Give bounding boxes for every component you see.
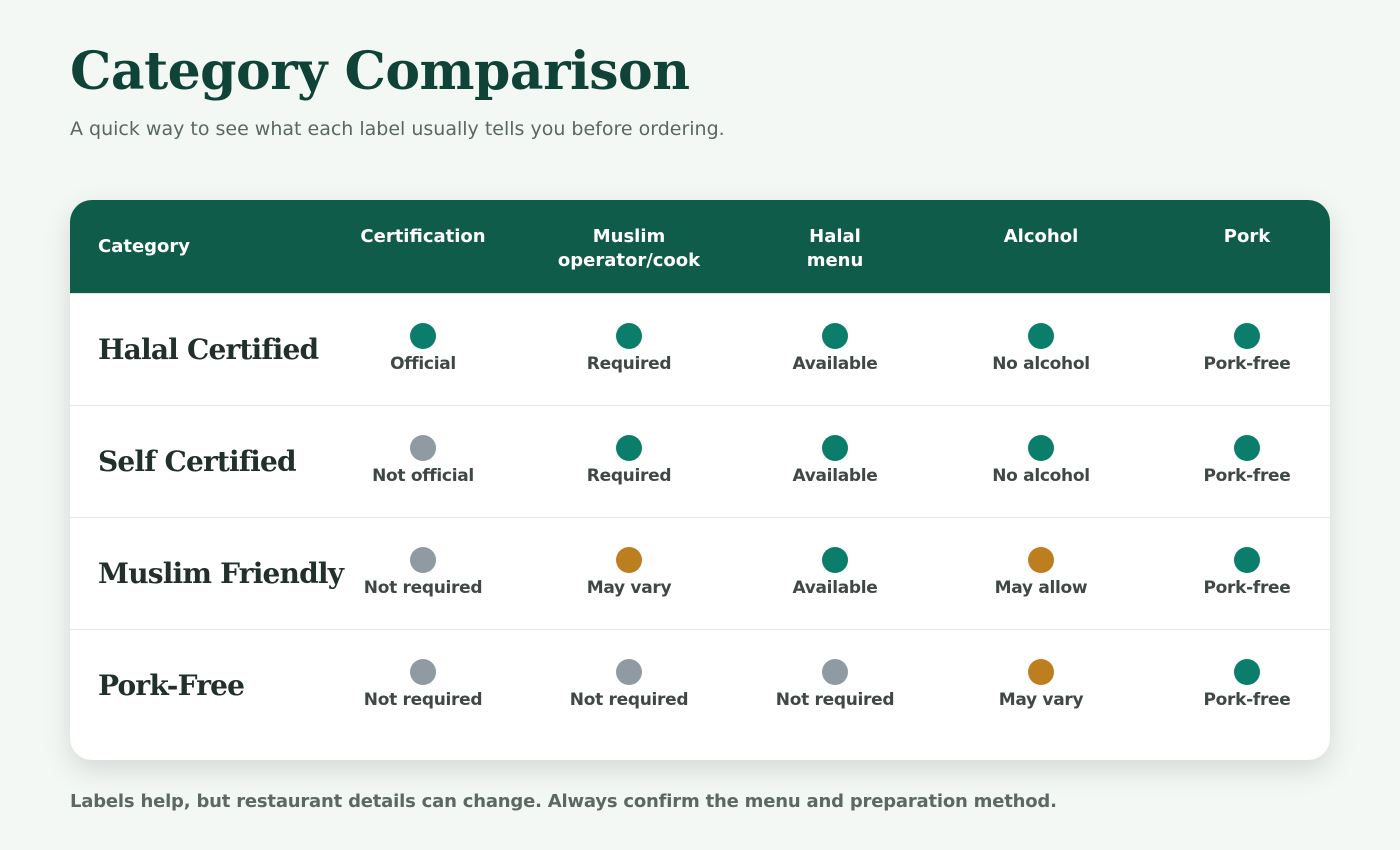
cell-value: No alcohol xyxy=(992,354,1090,374)
status-positive-dot-icon xyxy=(822,323,848,349)
status-caution-dot-icon xyxy=(1028,659,1054,685)
footer-note: Labels help, but restaurant details can … xyxy=(70,791,1057,812)
status-positive-dot-icon xyxy=(1028,323,1054,349)
status-positive-dot-icon xyxy=(1028,435,1054,461)
cell-value: Available xyxy=(792,354,878,374)
cell-value: Not required xyxy=(569,690,689,710)
cell-value: Pork-free xyxy=(1203,690,1291,710)
cell-value: Required xyxy=(586,466,672,486)
status-neutral-dot-icon xyxy=(410,435,436,461)
table-header: Category Certification Muslim operator/c… xyxy=(70,200,1330,293)
cell-value: May vary xyxy=(998,690,1084,710)
comparison-table: Category Certification Muslim operator/c… xyxy=(70,200,1330,760)
cell-value: Available xyxy=(792,578,878,598)
table-row: Self Certified Not official Required Availa… xyxy=(70,405,1330,517)
page-title: Category Comparison xyxy=(70,41,690,102)
column-header-alcohol: Alcohol xyxy=(1003,226,1079,247)
cell-halal-menu: Available xyxy=(732,294,938,406)
cell-certification: Not official xyxy=(320,406,526,518)
cell-certification: Not required xyxy=(320,630,526,742)
table-row: Muslim Friendly Not required May vary Avail… xyxy=(70,517,1330,629)
cell-value: Not required xyxy=(363,578,483,598)
cell-alcohol: May allow xyxy=(938,518,1144,630)
cell-value: Official xyxy=(390,354,456,374)
cell-value: Not required xyxy=(363,690,483,710)
status-positive-dot-icon xyxy=(822,547,848,573)
status-positive-dot-icon xyxy=(616,323,642,349)
cell-muslim-operator: Required xyxy=(526,294,732,406)
row-label: Halal Certified xyxy=(98,332,319,366)
cell-pork: Pork-free xyxy=(1144,518,1330,630)
cell-certification: Not required xyxy=(320,518,526,630)
status-neutral-dot-icon xyxy=(410,547,436,573)
column-header-certification: Certification xyxy=(360,226,486,247)
status-neutral-dot-icon xyxy=(822,659,848,685)
status-positive-dot-icon xyxy=(1234,659,1260,685)
cell-value: May vary xyxy=(586,578,672,598)
cell-certification: Official xyxy=(320,294,526,406)
cell-muslim-operator: Not required xyxy=(526,630,732,742)
cell-value: May allow xyxy=(994,578,1088,598)
cell-value: Available xyxy=(792,466,878,486)
status-positive-dot-icon xyxy=(410,323,436,349)
cell-value: Not required xyxy=(775,690,895,710)
status-neutral-dot-icon xyxy=(410,659,436,685)
cell-alcohol: May vary xyxy=(938,630,1144,742)
cell-muslim-operator: Required xyxy=(526,406,732,518)
cell-pork: Pork-free xyxy=(1144,630,1330,742)
cell-halal-menu: Available xyxy=(732,406,938,518)
cell-value: Pork-free xyxy=(1203,578,1291,598)
row-label: Self Certified xyxy=(98,444,297,478)
table-row: Halal Certified Official Required Available… xyxy=(70,293,1330,405)
cell-alcohol: No alcohol xyxy=(938,406,1144,518)
status-positive-dot-icon xyxy=(1234,547,1260,573)
table-row: Pork-Free Not required Not required Not req… xyxy=(70,629,1330,741)
cell-halal-menu: Available xyxy=(732,518,938,630)
cell-value: Not official xyxy=(372,466,474,486)
row-label: Pork-Free xyxy=(98,668,245,702)
column-header-halal-menu: Halal menu xyxy=(806,226,864,271)
cell-pork: Pork-free xyxy=(1144,406,1330,518)
status-positive-dot-icon xyxy=(616,435,642,461)
column-header-muslim-operator: Muslim operator/cook xyxy=(557,226,701,271)
row-label: Muslim Friendly xyxy=(98,556,344,590)
page-subtitle: A quick way to see what each label usual… xyxy=(70,118,725,140)
status-caution-dot-icon xyxy=(616,547,642,573)
column-header-category: Category xyxy=(98,235,191,257)
status-positive-dot-icon xyxy=(822,435,848,461)
cell-value: Required xyxy=(586,354,672,374)
status-caution-dot-icon xyxy=(1028,547,1054,573)
cell-value: Pork-free xyxy=(1203,354,1291,374)
cell-value: No alcohol xyxy=(992,466,1090,486)
cell-muslim-operator: May vary xyxy=(526,518,732,630)
status-positive-dot-icon xyxy=(1234,323,1260,349)
cell-halal-menu: Not required xyxy=(732,630,938,742)
cell-pork: Pork-free xyxy=(1144,294,1330,406)
column-header-pork: Pork xyxy=(1223,226,1271,247)
status-positive-dot-icon xyxy=(1234,435,1260,461)
status-neutral-dot-icon xyxy=(616,659,642,685)
cell-value: Pork-free xyxy=(1203,466,1291,486)
cell-alcohol: No alcohol xyxy=(938,294,1144,406)
